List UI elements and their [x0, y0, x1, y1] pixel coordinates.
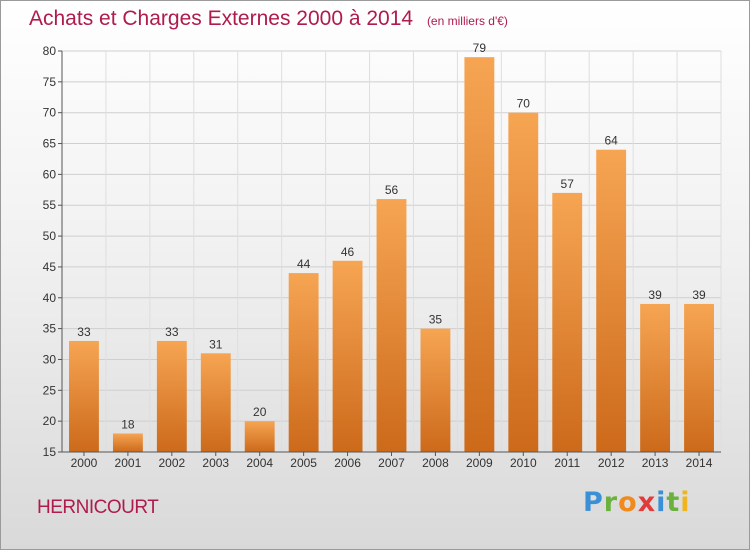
bar-value-label: 31 [209, 337, 223, 351]
x-tick-label: 2000 [71, 456, 98, 470]
x-tick-label: 2004 [246, 456, 273, 470]
bar-2010 [508, 112, 539, 452]
bar-2004 [244, 421, 275, 452]
x-tick-label: 2008 [422, 456, 449, 470]
y-tick-label: 35 [43, 322, 57, 336]
chart-title: Achats et Charges Externes 2000 à 2014 (… [29, 7, 508, 31]
bar-value-label: 79 [473, 41, 487, 55]
bar-value-label: 33 [165, 325, 179, 339]
bar-value-label: 57 [561, 177, 575, 191]
bar-value-label: 70 [517, 97, 531, 111]
bar-value-label: 39 [692, 288, 706, 302]
x-tick-label: 2012 [598, 456, 625, 470]
bar-2002 [156, 340, 187, 452]
bar-2014 [684, 303, 714, 452]
bar-value-label: 33 [77, 325, 91, 339]
y-tick-label: 40 [43, 291, 57, 305]
y-tick-label: 50 [43, 229, 57, 243]
bars [69, 57, 714, 453]
x-tick-label: 2007 [378, 456, 405, 470]
x-tick-label: 2003 [202, 456, 229, 470]
title-text: Achats et Charges Externes 2000 à 2014 [29, 7, 414, 30]
bar-value-label: 64 [604, 134, 618, 148]
bar-2008 [420, 328, 451, 452]
bar-value-label: 20 [253, 405, 267, 419]
bar-2003 [200, 353, 231, 452]
y-tick-label: 80 [43, 44, 57, 58]
y-tick-label: 70 [43, 106, 57, 120]
data-labels: 33 18 33 31 20 44 46 56 35 79 70 57 64 39 39 [77, 41, 706, 431]
bar-2007 [376, 199, 407, 452]
proxiti-logo: Proxiti [583, 487, 691, 518]
x-tick-label: 2010 [510, 456, 537, 470]
x-tick-label: 2002 [158, 456, 185, 470]
commune-name: HERNICOURT [37, 497, 159, 518]
y-tick-label: 45 [43, 260, 57, 274]
x-tick-label: 2009 [466, 456, 493, 470]
x-tick-label: 2011 [554, 456, 580, 470]
x-tick-label: 2014 [686, 456, 713, 470]
bar-2005 [288, 273, 319, 452]
bar-2001 [112, 433, 143, 452]
y-tick-label: 60 [43, 167, 57, 181]
bar-value-label: 44 [297, 257, 311, 271]
bar-value-label: 46 [341, 245, 355, 259]
bar-value-label: 56 [385, 183, 399, 197]
x-tick-label: 2013 [642, 456, 669, 470]
bar-2012 [596, 149, 627, 452]
y-tick-label: 75 [43, 75, 57, 89]
axes: 15 20 25 30 35 40 45 50 55 60 65 70 75 80 2000 2001 2002… [43, 44, 721, 470]
y-tick-label: 15 [43, 445, 57, 459]
x-tick-label: 2005 [290, 456, 317, 470]
y-tick-label: 20 [43, 414, 57, 428]
y-tick-label: 65 [43, 137, 57, 151]
bar-value-label: 18 [121, 417, 135, 431]
y-tick-label: 25 [43, 383, 57, 397]
bar-2006 [332, 260, 363, 452]
y-tick-label: 55 [43, 198, 57, 212]
bar-2011 [552, 192, 583, 452]
x-tick-label: 2001 [115, 456, 142, 470]
bar-value-label: 39 [648, 288, 662, 302]
bar-2009 [464, 57, 495, 453]
x-tick-label: 2006 [334, 456, 361, 470]
chart-unit: (en milliers d'€) [426, 14, 508, 28]
bar-value-label: 35 [429, 313, 443, 327]
bar-2013 [640, 303, 671, 452]
bar-2000 [69, 340, 99, 452]
y-tick-label: 30 [43, 352, 57, 366]
